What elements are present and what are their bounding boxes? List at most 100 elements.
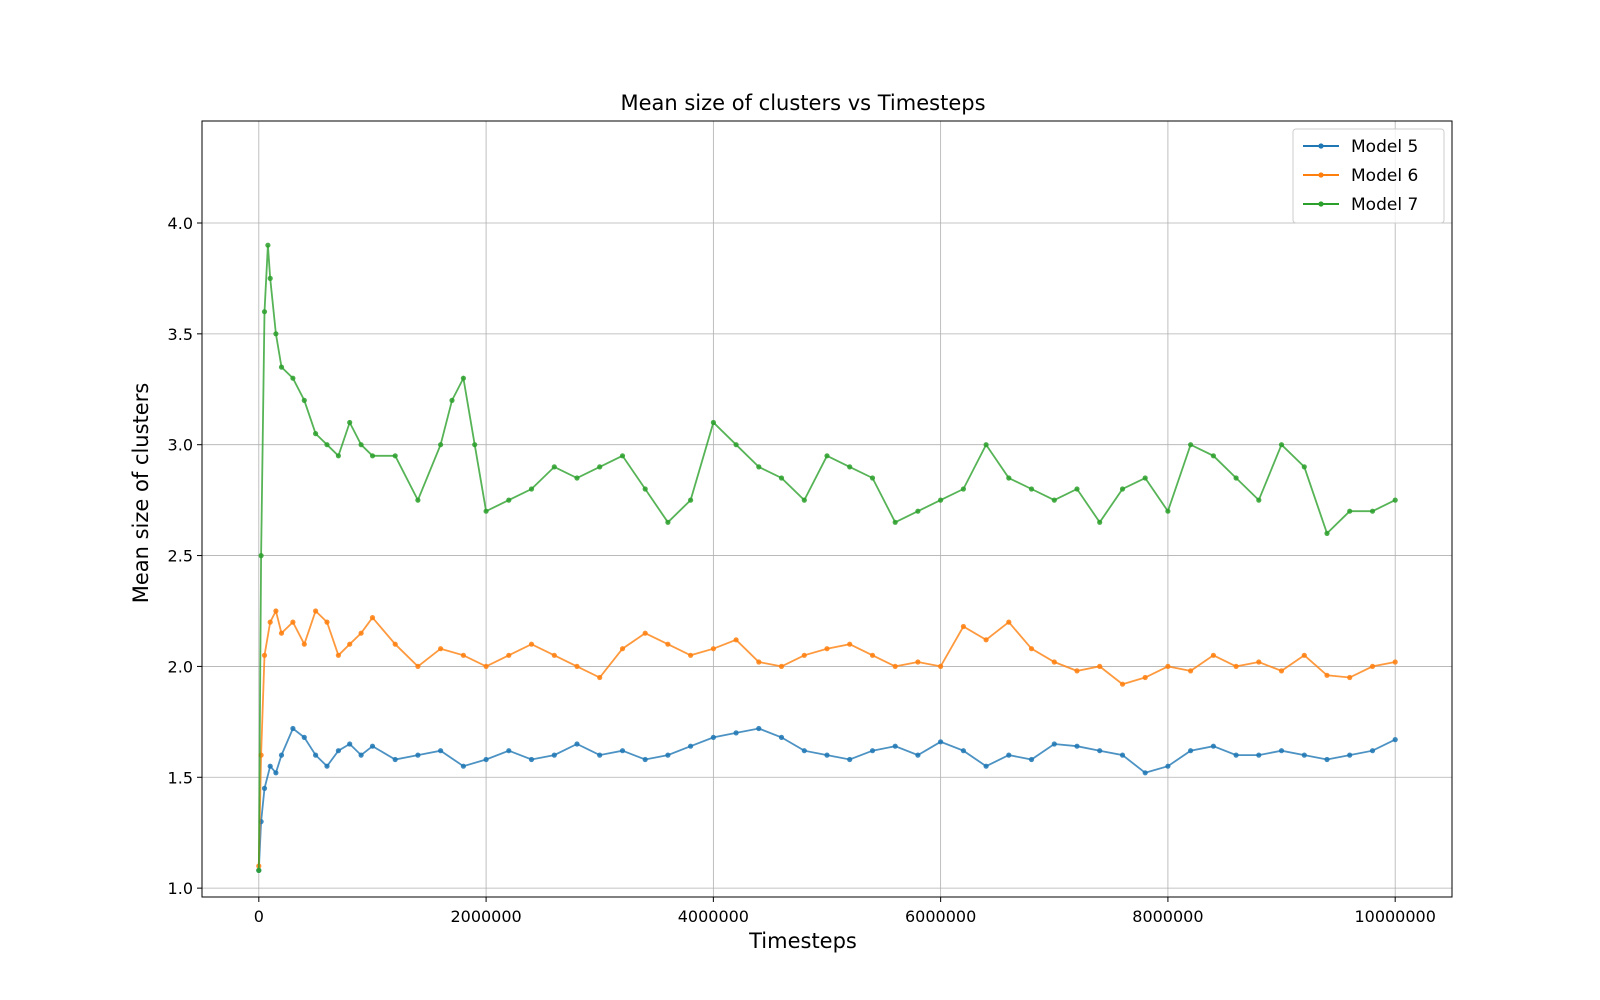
data-point bbox=[1369, 663, 1376, 670]
data-point bbox=[278, 364, 285, 370]
data-point bbox=[483, 508, 489, 514]
data-point bbox=[1369, 508, 1376, 514]
data-point bbox=[335, 652, 341, 658]
y-tick-label: 3.0 bbox=[168, 436, 193, 455]
data-point bbox=[778, 663, 785, 670]
data-point bbox=[301, 641, 307, 647]
data-point bbox=[665, 752, 671, 758]
data-point bbox=[1347, 508, 1353, 514]
chart-title: Mean size of clusters vs Timesteps bbox=[620, 91, 985, 115]
series-layer bbox=[256, 242, 1398, 874]
x-tick-label: 6000000 bbox=[905, 907, 976, 926]
data-point bbox=[415, 752, 421, 758]
data-point bbox=[1006, 752, 1012, 758]
data-point bbox=[642, 756, 648, 763]
legend: Model 5 Model 6 Model 7 bbox=[1292, 128, 1445, 224]
x-tick-label: 0 bbox=[254, 907, 264, 926]
data-point bbox=[938, 497, 944, 503]
data-point bbox=[733, 637, 739, 643]
data-point bbox=[347, 641, 353, 647]
data-point bbox=[1074, 668, 1080, 674]
data-point bbox=[369, 615, 376, 621]
data-point bbox=[347, 741, 353, 747]
data-point bbox=[688, 743, 694, 749]
data-point bbox=[847, 641, 853, 647]
data-point bbox=[710, 734, 717, 741]
data-point bbox=[301, 734, 307, 741]
data-point bbox=[324, 619, 330, 625]
data-point bbox=[392, 453, 398, 459]
legend-label: Model 6 bbox=[1351, 166, 1418, 186]
data-point bbox=[267, 619, 273, 625]
data-point bbox=[528, 756, 535, 763]
data-point bbox=[778, 734, 785, 741]
data-point bbox=[506, 497, 512, 503]
data-point bbox=[483, 663, 489, 670]
x-tick-label: 2000000 bbox=[450, 907, 521, 926]
data-point bbox=[506, 652, 512, 658]
data-point bbox=[290, 619, 296, 625]
data-point bbox=[869, 748, 876, 754]
data-point bbox=[892, 663, 898, 670]
data-point bbox=[801, 748, 807, 754]
data-point bbox=[597, 674, 603, 681]
data-point bbox=[824, 646, 830, 652]
data-point bbox=[358, 442, 364, 448]
data-point bbox=[358, 752, 364, 758]
y-tick-label: 2.5 bbox=[168, 547, 193, 566]
data-point bbox=[688, 497, 694, 503]
data-point bbox=[273, 331, 279, 337]
y-tick-label: 4.0 bbox=[168, 214, 193, 233]
data-point bbox=[1256, 659, 1262, 665]
data-point bbox=[273, 608, 279, 614]
data-point bbox=[915, 659, 921, 665]
data-point bbox=[1233, 752, 1239, 758]
data-point bbox=[597, 752, 603, 758]
data-point bbox=[551, 752, 557, 758]
data-point bbox=[619, 748, 626, 754]
data-point bbox=[574, 663, 580, 670]
data-point bbox=[710, 646, 717, 652]
data-point bbox=[290, 725, 296, 732]
data-point bbox=[1392, 497, 1398, 503]
data-point bbox=[960, 623, 967, 630]
data-point bbox=[1392, 737, 1398, 743]
data-point bbox=[960, 486, 967, 492]
legend-item: Model 7 bbox=[1303, 195, 1418, 215]
data-point bbox=[335, 453, 341, 459]
data-point bbox=[324, 763, 330, 769]
data-point bbox=[574, 475, 580, 481]
data-point bbox=[1301, 464, 1307, 470]
data-point bbox=[265, 242, 271, 248]
data-point bbox=[847, 464, 853, 470]
data-point bbox=[1006, 475, 1012, 481]
data-point bbox=[1324, 756, 1330, 763]
data-point bbox=[983, 442, 989, 448]
data-point bbox=[1256, 497, 1262, 503]
data-point bbox=[1119, 486, 1126, 492]
data-point bbox=[1074, 486, 1080, 492]
data-point bbox=[1188, 748, 1194, 754]
data-point bbox=[460, 375, 466, 381]
data-point bbox=[801, 652, 807, 658]
data-point bbox=[347, 419, 353, 426]
data-point bbox=[261, 652, 268, 658]
data-point bbox=[665, 641, 671, 647]
x-tick-label: 8000000 bbox=[1132, 907, 1203, 926]
data-point bbox=[1188, 442, 1194, 448]
data-point bbox=[313, 752, 319, 758]
data-point bbox=[733, 442, 739, 448]
data-point bbox=[1188, 668, 1194, 674]
series-3 bbox=[256, 242, 1398, 874]
data-point bbox=[324, 442, 330, 448]
data-point bbox=[449, 397, 455, 403]
data-point bbox=[267, 763, 273, 769]
legend-label: Model 5 bbox=[1351, 137, 1418, 157]
legend-swatch-marker bbox=[1318, 143, 1324, 149]
data-point bbox=[278, 752, 285, 758]
data-point bbox=[892, 743, 898, 749]
data-point bbox=[506, 748, 512, 754]
data-point bbox=[756, 725, 762, 732]
data-point bbox=[1278, 442, 1285, 448]
